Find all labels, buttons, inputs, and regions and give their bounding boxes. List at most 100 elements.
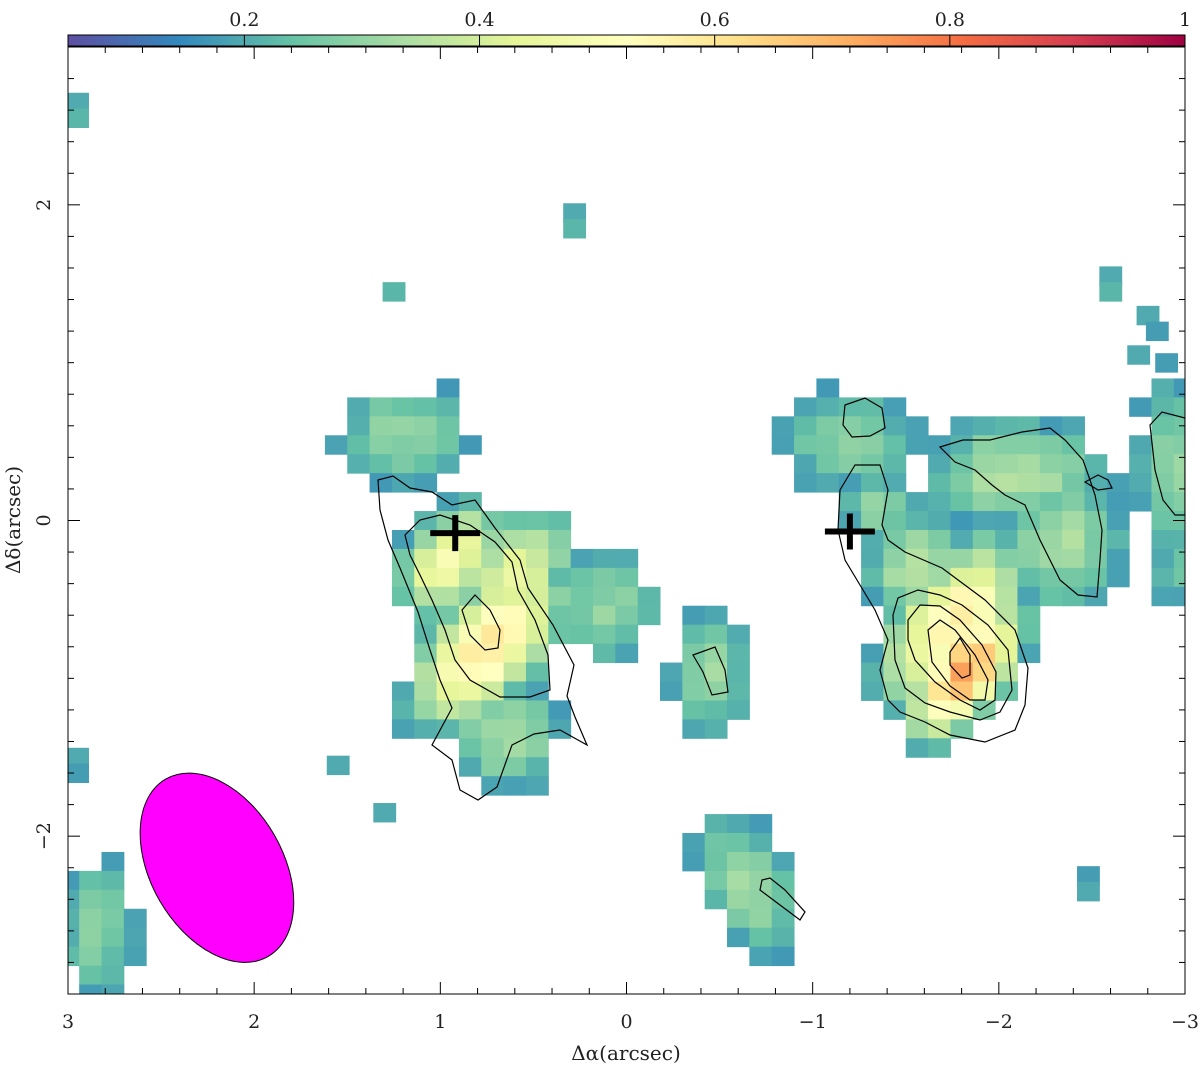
heatmap-pixel: [414, 643, 438, 664]
heatmap-pixel: [861, 662, 884, 682]
heatmap-pixel: [436, 605, 460, 626]
heatmap-pixel: [838, 473, 862, 493]
heatmap-pixel: [1106, 529, 1130, 550]
heatmap-pixel: [1039, 511, 1063, 531]
heatmap-pixel: [481, 567, 505, 588]
heatmap-pixel: [481, 529, 505, 550]
contour-east-mid-3: [927, 619, 989, 701]
heatmap-pixel: [928, 473, 951, 493]
heatmap-pixel: [79, 946, 103, 967]
heatmap-pixel: [525, 511, 549, 531]
heatmap-pixel: [928, 643, 951, 664]
heatmap-pixel: [704, 700, 728, 720]
heatmap-pixel: [682, 851, 706, 872]
heatmap-pixel: [503, 624, 527, 645]
heatmap-pixel: [972, 567, 996, 588]
heatmap-pixel: [458, 738, 482, 758]
heatmap-pixel: [794, 473, 817, 493]
heatmap-pixel: [883, 700, 907, 720]
heatmap-pixel: [68, 92, 89, 113]
heatmap-pixel: [861, 567, 884, 588]
contour-west-inner: [461, 594, 501, 651]
heatmap-pixel: [704, 624, 728, 645]
heatmap-pixel: [1145, 321, 1169, 342]
heatmap-pixel: [68, 763, 89, 784]
heatmap-pixel: [1173, 586, 1185, 607]
heatmap-pixel: [727, 700, 750, 720]
heatmap-pixel: [660, 681, 683, 701]
heatmap-pixel: [458, 435, 482, 455]
heatmap-pixel: [458, 586, 482, 607]
heatmap-pixel: [816, 378, 840, 398]
heatmap-pixel: [525, 643, 549, 664]
axis-ticks: [67, 47, 1186, 994]
heatmap-pixel: [382, 282, 406, 302]
heatmap-pixel: [458, 719, 482, 739]
heatmap-pixel: [727, 908, 750, 929]
heatmap-pixel: [570, 567, 594, 588]
heatmap-pixel: [749, 814, 773, 834]
heatmap-pixel: [972, 416, 996, 436]
heatmap-pixel: [414, 700, 438, 720]
heatmap-pixel: [1062, 511, 1085, 531]
heatmap-pixel: [1151, 492, 1175, 512]
colorbar-tick-label: 0.8: [935, 9, 965, 31]
heatmap-pixel: [995, 548, 1018, 569]
heatmap-pixel: [369, 416, 393, 436]
heatmap-pixel: [79, 870, 103, 891]
heatmap-pixel: [1062, 567, 1085, 588]
heatmap-pixel: [861, 643, 884, 664]
x-tick-label: 3: [62, 1011, 74, 1033]
y-tick-label: −2: [33, 822, 55, 850]
heatmap-pixel: [883, 435, 907, 455]
heatmap-pixel: [950, 435, 974, 455]
heatmap-pixel: [1151, 586, 1175, 607]
x-tick-labels: 3 2 1 0 −1 −2 −3: [62, 1011, 1199, 1033]
heatmap-pixel: [727, 814, 750, 834]
heatmap-pixel: [1106, 511, 1130, 531]
heatmap-pixel: [68, 946, 80, 967]
heatmap-pixel: [995, 681, 1018, 701]
heatmap-pixel: [682, 833, 706, 853]
heatmap-pixel: [481, 662, 505, 682]
heatmap-pixel: [414, 397, 438, 417]
heatmap-pixel: [1062, 548, 1085, 569]
heatmap-pixel: [525, 529, 549, 550]
x-tick-label: −1: [799, 1011, 827, 1033]
heatmap-pixel: [563, 219, 587, 239]
heatmap-pixel: [503, 529, 527, 550]
heatmap-pixel: [1017, 643, 1041, 664]
heatmap-pixel: [347, 416, 371, 436]
heatmap-pixel: [972, 435, 996, 455]
heatmap-pixel: [458, 511, 482, 531]
y-tick-label: 2: [33, 199, 55, 211]
heatmap-pixel: [950, 643, 974, 664]
heatmap-pixel: [1017, 624, 1041, 645]
heatmap-pixel: [101, 984, 125, 994]
heatmap-pixel: [570, 586, 594, 607]
heatmap-pixel: [1129, 454, 1152, 474]
heatmap-pixel: [905, 416, 929, 436]
contour-northeast-arc: [938, 427, 1103, 598]
heatmap-pixel: [816, 397, 840, 417]
heatmap-pixel: [615, 643, 639, 664]
heatmap-pixel: [794, 416, 817, 436]
heatmap-pixel: [883, 567, 907, 588]
heatmap-pixel: [101, 870, 125, 891]
heatmap-pixel: [481, 757, 505, 777]
heatmap-pixel: [101, 851, 125, 872]
heatmap-pixel: [525, 776, 549, 796]
heatmap-pixel: [905, 548, 929, 569]
heatmap-pixel: [503, 681, 527, 701]
heatmap-pixel: [950, 529, 974, 550]
heatmap-pixel: [1099, 282, 1123, 302]
heatmap-pixel: [749, 833, 773, 853]
heatmap-pixel: [771, 946, 795, 967]
heatmap-pixel: [68, 870, 80, 891]
heatmap-pixel: [1151, 511, 1175, 531]
heatmap-pixel: [615, 548, 639, 569]
heatmap-pixel: [905, 492, 929, 512]
heatmap-pixel: [503, 643, 527, 664]
heatmap-pixel: [570, 624, 594, 645]
